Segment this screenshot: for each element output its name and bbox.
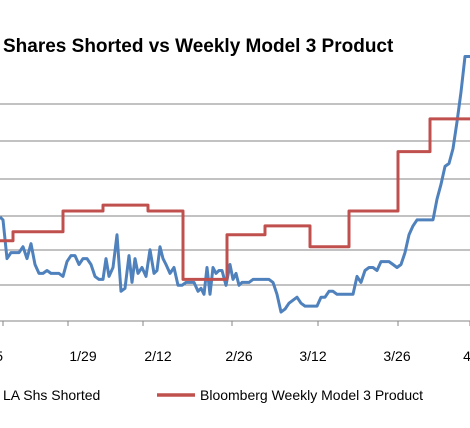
x-axis-ticks: 5 1/29 2/12 2/26 3/12 3/26 4 bbox=[0, 321, 470, 364]
x-tick-label: 4 bbox=[463, 348, 470, 364]
x-tick-label: 3/26 bbox=[383, 348, 410, 364]
gridlines bbox=[0, 103, 470, 286]
chart-title: Shares Shorted vs Weekly Model 3 Product bbox=[3, 36, 394, 57]
x-tick-label: 3/12 bbox=[299, 348, 326, 364]
legend-label-shares-shorted: LA Shs Shorted bbox=[3, 387, 100, 403]
x-tick-label: 2/26 bbox=[225, 348, 252, 364]
series-lines bbox=[0, 55, 470, 314]
x-tick-label: 1/29 bbox=[69, 348, 96, 364]
series-line-model3-production bbox=[0, 117, 470, 281]
legend-label-model3-production: Bloomberg Weekly Model 3 Product bbox=[200, 387, 423, 403]
x-tick-label: 2/12 bbox=[144, 348, 171, 364]
x-tick-label: 5 bbox=[0, 348, 3, 364]
legend: LA Shs Shorted Bloomberg Weekly Model 3 … bbox=[3, 387, 423, 403]
